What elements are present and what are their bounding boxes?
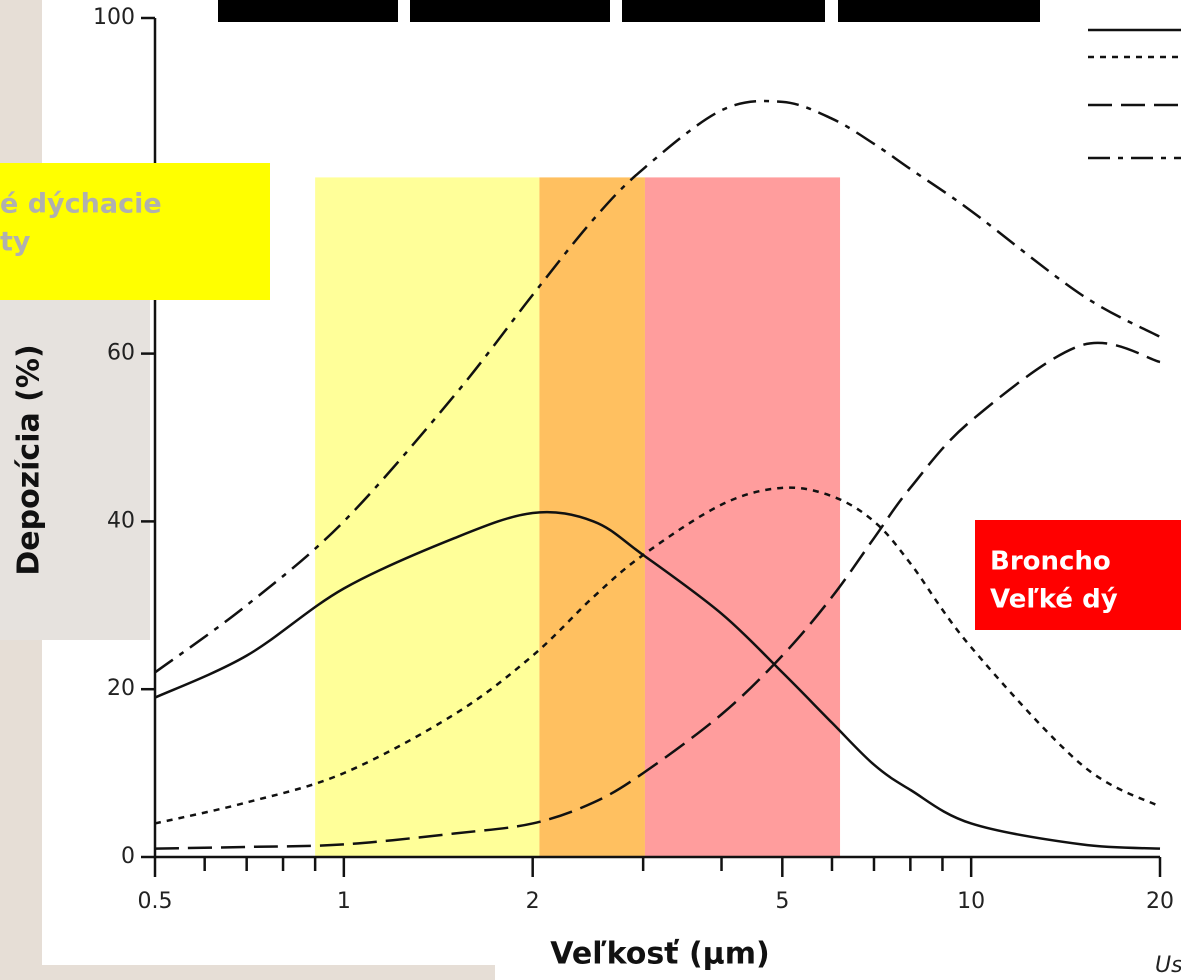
x-tick-label: 5: [775, 889, 789, 914]
y-tick-label: 0: [121, 844, 135, 869]
y-tick-label: 100: [93, 5, 135, 30]
y-tick-label: 60: [107, 341, 135, 366]
y-tick-label: 40: [107, 508, 135, 533]
x-tick-label: 10: [957, 889, 985, 914]
y-axis-label: Depozícia (%): [12, 344, 47, 575]
x-tick-label: 0.5: [138, 889, 173, 914]
annotation-text: Veľké dý: [990, 585, 1118, 615]
thumbnail: [410, 0, 610, 22]
bottom-strip: [0, 965, 495, 980]
thumbnail: [622, 0, 825, 22]
page: {"chart_data": {"type": "line", "log_x":…: [0, 0, 1181, 980]
annotation-text: ty: [0, 227, 31, 258]
x-tick-label: 1: [337, 889, 351, 914]
chart: 0204060801000.51251020é dýchacietyBronch…: [0, 0, 1181, 980]
x-tick-label: 20: [1146, 889, 1174, 914]
band: [645, 177, 840, 857]
annotation-box: [0, 163, 270, 300]
annotation-text: é dýchacie: [0, 189, 162, 220]
y-tick-label: 20: [107, 676, 135, 701]
source: Us: [1155, 953, 1181, 978]
thumbnail: [838, 0, 1040, 22]
thumbnail: [218, 0, 398, 22]
annotation-text: Broncho: [990, 547, 1111, 577]
x-tick-label: 2: [526, 889, 540, 914]
band: [539, 177, 645, 857]
top-images: [218, 0, 1040, 22]
x-axis-label: Veľkosť (µm): [550, 937, 769, 972]
